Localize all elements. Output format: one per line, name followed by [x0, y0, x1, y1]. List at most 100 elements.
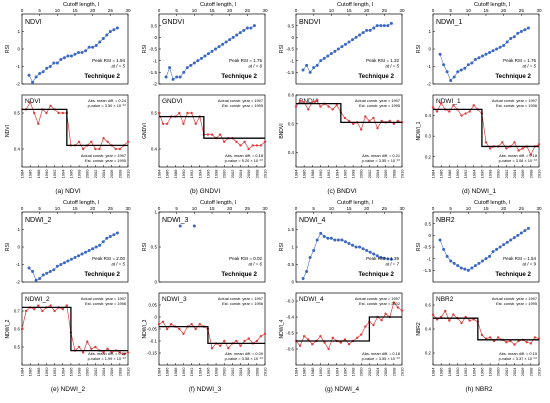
rsi-y-axis-label: RSI: [279, 243, 285, 251]
series-annotation: p-value = 3.50 × 10⁻¹⁰: [88, 103, 127, 108]
rsi-point: [235, 33, 239, 37]
rsi-point: [192, 61, 196, 65]
technique-label: Technique 2: [221, 271, 257, 278]
rsi-point: [470, 266, 474, 270]
series-point: [384, 312, 387, 315]
rsi-point: [445, 70, 449, 74]
rsi-point: [98, 40, 102, 44]
series-x-tick-label: 1996: [342, 367, 347, 377]
series-y-tick-label: -0.15: [147, 351, 158, 356]
panel-f: Cutoff length, l 0 5 10 15 20 25 30 0 0.5 1 RSI NDWI…: [142, 200, 268, 393]
rsi-point: [333, 49, 337, 53]
series-x-tick-label: 1996: [479, 367, 484, 377]
series-x-tick-label: 1986: [302, 169, 307, 179]
rsi-point: [27, 73, 31, 77]
series-point: [298, 99, 302, 102]
series-point: [263, 140, 267, 143]
rsi-index-name: NDVI: [25, 19, 42, 26]
rsi-point: [62, 261, 66, 265]
rsi-x-tick-label: 15: [346, 206, 352, 211]
series-x-tick-label: 2004: [512, 367, 517, 377]
series-x-tick-label: 1986: [302, 367, 307, 377]
series-x-tick-label: 1998: [77, 169, 82, 179]
series-x-tick-label: 1992: [463, 169, 468, 179]
series-point: [347, 119, 351, 123]
series-x-tick-label: 1986: [28, 367, 33, 377]
series-x-tick-label: 2008: [254, 367, 259, 377]
rsi-x-tick-label: 25: [519, 8, 525, 13]
series-x-tick-label: 1998: [351, 367, 356, 377]
rsi-point: [375, 24, 379, 28]
rsi-y-tick-label: -1.5: [149, 70, 157, 75]
series-annotation: p-value = 3.55 × 10⁻¹⁰: [362, 158, 401, 163]
series-x-tick-label: 1986: [165, 169, 170, 179]
rsi-point: [442, 247, 446, 251]
rsi-point: [372, 252, 376, 256]
series-x-tick-label: 2006: [383, 367, 388, 377]
series-point: [497, 336, 500, 339]
rsi-point: [361, 31, 365, 35]
series-point: [165, 327, 169, 331]
rsi-point: [473, 58, 477, 61]
rsi-point: [224, 40, 228, 44]
rsi-point: [59, 58, 63, 61]
peak-cutoff-text: at l = 5: [111, 262, 125, 267]
series-index-name: NDVI: [25, 98, 41, 105]
rsi-point: [463, 66, 467, 70]
rsi-point: [389, 257, 393, 261]
series-point: [505, 147, 508, 150]
rsi-point: [509, 37, 513, 40]
rsi-point: [322, 56, 326, 60]
series-annotation: Est. constr. year = 1995: [85, 158, 126, 163]
step-fit-line: [433, 108, 539, 148]
series-point: [380, 119, 383, 123]
series-point: [210, 347, 214, 350]
rsi-y-tick-label: 1: [428, 29, 431, 34]
rsi-point: [199, 56, 203, 60]
rsi-x-tick-label: 0: [21, 8, 24, 13]
series-point: [529, 342, 533, 345]
series-point: [319, 335, 322, 338]
series-point: [49, 104, 52, 108]
series-x-tick-label: 1992: [52, 169, 57, 179]
rsi-x-tick-label: 10: [466, 8, 472, 13]
series-index-name: NDWI_2: [25, 296, 50, 303]
rsi-x-tick-label: 5: [38, 8, 41, 13]
rsi-point: [365, 249, 369, 252]
rsi-y-tick-label: -1.5: [286, 70, 294, 75]
series-point: [435, 110, 439, 113]
rsi-point: [505, 40, 509, 44]
series-x-tick-label: 1984: [431, 367, 436, 377]
rsi-point: [389, 21, 393, 25]
series-x-tick-label: 1988: [447, 169, 452, 179]
series-x-tick-label: 1988: [36, 169, 41, 179]
series-x-tick-label: 1986: [28, 169, 33, 179]
rsi-axis-title: Cutoff length, l: [337, 2, 373, 8]
series-y-tick-label: 0.4: [151, 147, 158, 152]
series-annotation: Actual constr. year = 1997: [492, 296, 537, 301]
rsi-point: [301, 277, 305, 280]
rsi-y-axis-label: RSI: [279, 45, 285, 53]
series-point: [190, 111, 193, 115]
rsi-y-tick-label: -0.5: [423, 245, 431, 250]
series-point: [65, 304, 69, 307]
series-y-tick-label: -0.1: [149, 339, 157, 344]
series-y-tick-label: -0.6: [286, 347, 294, 352]
technique-label: Technique 2: [84, 271, 120, 278]
series-x-tick-label: 1990: [44, 367, 49, 377]
rsi-point: [358, 33, 362, 37]
series-annotation: Actual constr. year = 1997: [81, 153, 126, 158]
series-point: [307, 338, 310, 341]
rsi-axis-title: Cutoff length, l: [200, 200, 236, 206]
rsi-x-tick-label: 0: [432, 206, 435, 211]
series-annotation: Abs. mean diff. = 0.24: [88, 98, 127, 103]
rsi-point: [45, 271, 49, 275]
series-point: [86, 340, 89, 343]
rsi-point: [498, 45, 502, 49]
series-y-tick-label: 0.3: [425, 134, 432, 139]
rsi-point: [445, 254, 449, 258]
series-x-tick-label: 2010: [400, 367, 405, 377]
rsi-point: [312, 249, 316, 252]
rsi-point: [516, 233, 520, 237]
rsi-y-axis-label: RSI: [5, 243, 11, 251]
